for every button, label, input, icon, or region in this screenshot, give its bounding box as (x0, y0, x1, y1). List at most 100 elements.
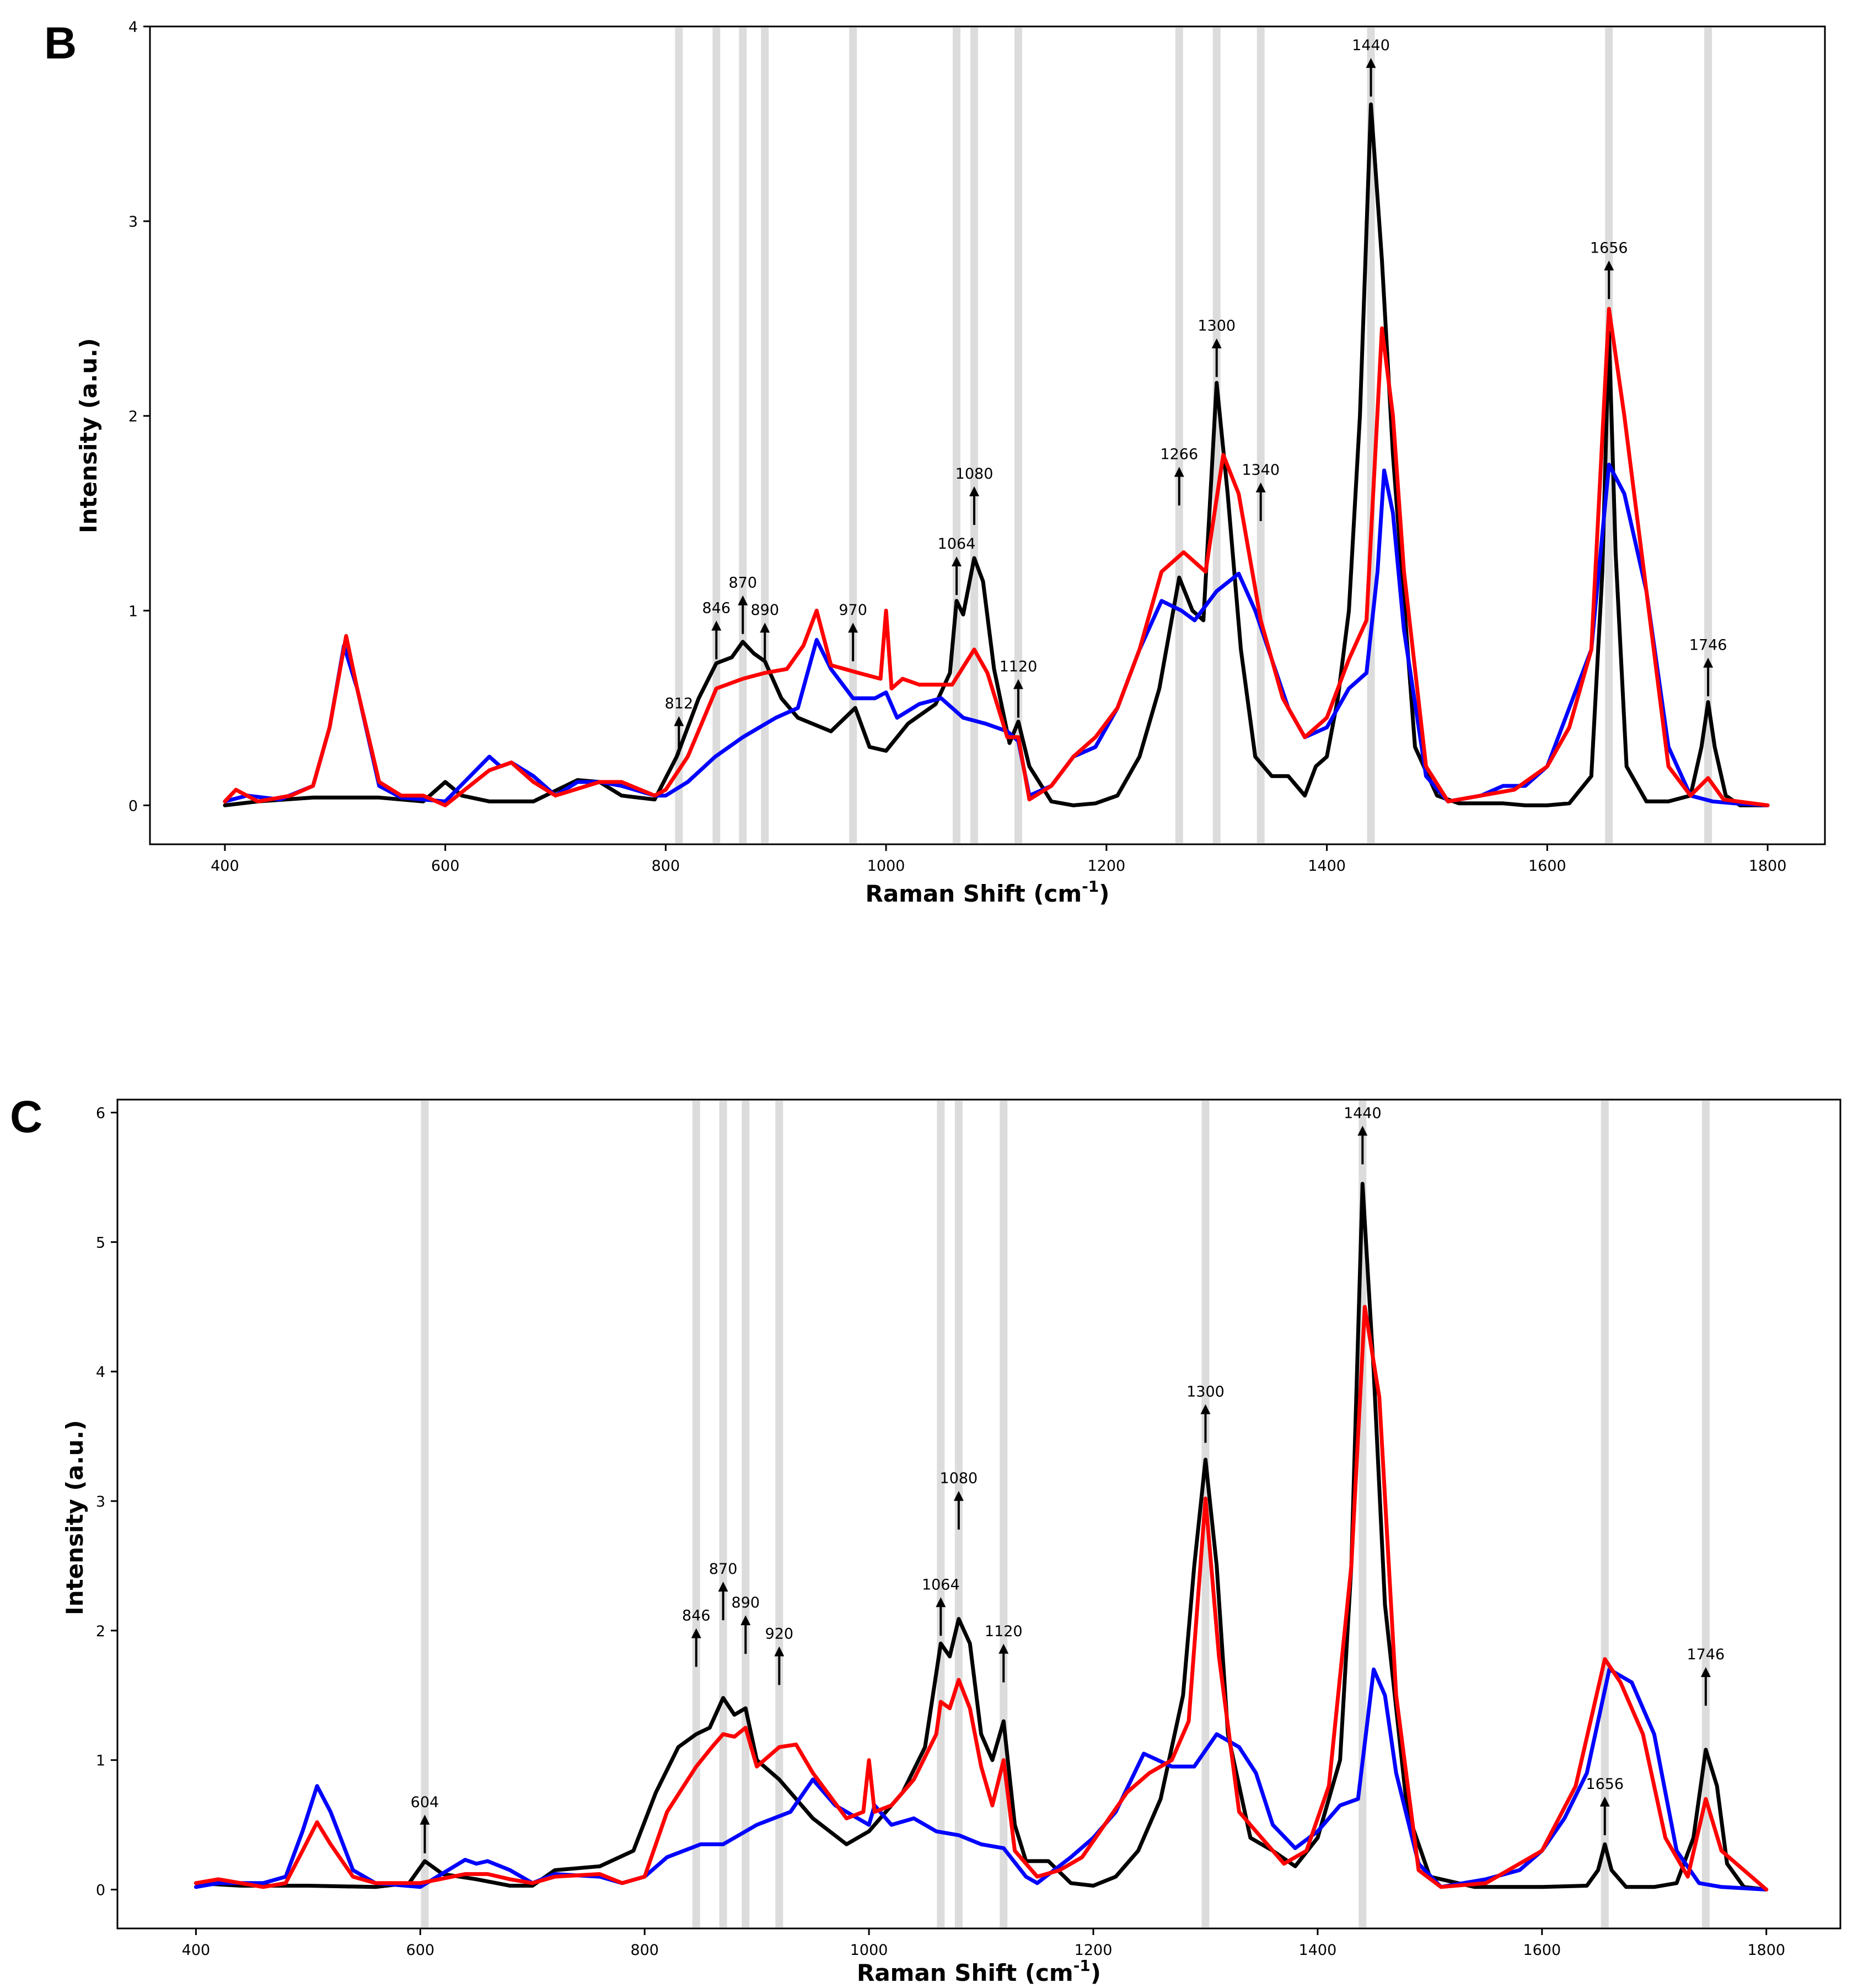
panel-c-x-tick-label: 1400 (1299, 1942, 1337, 1959)
panel-c-band (937, 1101, 945, 1927)
panel-b-x-tick-label: 1800 (1749, 858, 1787, 875)
panel-c-series-black (194, 1182, 1769, 1891)
panel-b-peak-arrowhead (1174, 467, 1184, 477)
panel-c-y-tick-label: 1 (96, 1753, 105, 1770)
panel-c-peak-arrowhead (1599, 1796, 1610, 1807)
panel-b-peak-label: 812 (665, 695, 694, 712)
panel-b-peak-label: 1340 (1242, 462, 1280, 479)
panel-c-peak-label: 1064 (922, 1576, 960, 1593)
panel-b-peak-label: 970 (839, 602, 867, 619)
panel-c-band (421, 1101, 429, 1927)
panel-b-x-tick-label: 600 (431, 858, 460, 875)
panel-c-peak-label: 1440 (1344, 1105, 1382, 1122)
panel-c-peak-arrowhead (774, 1646, 785, 1657)
panel-c-peak-label: 920 (765, 1625, 794, 1642)
panel-b-peak-arrowhead (969, 486, 980, 496)
panel-b-band (1212, 28, 1221, 843)
panel-b-peak-arrowhead (738, 595, 748, 605)
panel-b-band (675, 28, 683, 843)
panel-b-band (761, 28, 769, 843)
panel-c-peak-arrowhead (953, 1491, 964, 1501)
panel-b-band (970, 28, 979, 843)
panel-b-plot-frame (149, 25, 1826, 845)
panel-c-peak-arrowhead (936, 1597, 946, 1607)
panel-c-band (692, 1101, 700, 1927)
panel-c-peak-label: 846 (682, 1607, 711, 1625)
panel-b-peak-label: 1266 (1160, 446, 1198, 463)
panel-c-peak-label: 1656 (1586, 1776, 1624, 1793)
panel-c-band (1701, 1101, 1710, 1927)
panel-c-y-tick-label: 4 (96, 1364, 105, 1381)
panel-b-peak-arrowhead (711, 620, 722, 631)
panel-b-x-tick-label: 1000 (867, 858, 905, 875)
panel-b-y-tick-label: 4 (128, 19, 138, 36)
panel-b-y-tick-label: 0 (128, 797, 138, 815)
panel-b-band (1014, 28, 1022, 843)
panel-c-peak-arrowhead (998, 1643, 1009, 1654)
panel-b-peak-label: 1080 (955, 465, 994, 483)
panel-c-x-tick-label: 800 (630, 1942, 659, 1959)
panel-c-x-tick-label: 1000 (850, 1942, 888, 1959)
panel-c-series-red (194, 1305, 1769, 1891)
panel-b-peak-label: 890 (750, 602, 779, 619)
panel-b-peak-label: 1440 (1352, 37, 1390, 54)
panel-c-x-tick-label: 400 (182, 1942, 211, 1959)
panel-b-peak-arrowhead (1013, 679, 1023, 689)
panel-b-band (1605, 28, 1613, 843)
panel-b-band (1704, 28, 1712, 843)
panel-c-peak-label: 870 (709, 1561, 738, 1578)
panel-b-peak-label: 1656 (1590, 239, 1628, 256)
panel-b-peak-arrowhead (1211, 338, 1222, 349)
panel-c-y-tick-label: 6 (96, 1105, 105, 1122)
panel-c-band (775, 1101, 783, 1927)
panel-b-band (1175, 28, 1183, 843)
panel-b-x-tick-label: 400 (211, 858, 239, 875)
panel-b-peak-arrowhead (1366, 58, 1376, 68)
panel-c-peak-label: 604 (411, 1794, 439, 1811)
panel-b-peak-arrowhead (952, 556, 962, 567)
panel-c-peak-label: 1746 (1687, 1646, 1725, 1663)
panel-c-peak-arrowhead (1700, 1667, 1711, 1678)
panel-c-band (1000, 1101, 1008, 1927)
panel-c-peak-arrowhead (1357, 1126, 1368, 1136)
panel-b-peak-label: 1300 (1198, 318, 1236, 335)
panel-b-peak-arrowhead (1255, 482, 1266, 492)
panel-c-peak-arrowhead (718, 1582, 728, 1592)
panel-c-letter: C (10, 1092, 43, 1142)
panel-c-x-tick-label: 1600 (1523, 1942, 1561, 1959)
panel-b-x-tick-label: 800 (652, 858, 680, 875)
panel-c-peak-arrowhead (740, 1615, 751, 1626)
panel-b-x-axis-label: Raman Shift (cm-1) (866, 877, 1110, 907)
panel-b-series-red (223, 307, 1770, 807)
panel-c-band (719, 1101, 727, 1927)
panel-c-band (742, 1101, 750, 1927)
panel-c-peak-label: 1120 (985, 1623, 1023, 1640)
panel-c-peak-arrowhead (1200, 1404, 1211, 1414)
panel-b-peak-label: 846 (702, 600, 731, 617)
panel-b-peak-label: 1064 (938, 535, 976, 553)
panel-b-peak-arrowhead (1703, 657, 1714, 668)
panel-b-peak-arrowhead (1604, 260, 1614, 271)
panel-c-peak-arrowhead (691, 1628, 701, 1638)
panel-c-x-tick-label: 1200 (1075, 1942, 1113, 1959)
panel-b-x-tick-label: 1400 (1308, 858, 1346, 875)
panel-b-series-black (223, 102, 1770, 807)
panel-c-peak-label: 1080 (940, 1470, 978, 1487)
panel-c-x-axis-label: Raman Shift (cm-1) (857, 1957, 1101, 1986)
panel-c-peak-arrowhead (420, 1814, 430, 1825)
panel-c-y-tick-label: 3 (96, 1493, 105, 1510)
panel-c-y-tick-label: 5 (96, 1234, 105, 1251)
panel-c-y-tick-label: 2 (96, 1623, 105, 1640)
panel-c-y-axis-label: Intensity (a.u.) (61, 1420, 88, 1615)
panel-b-band (739, 28, 747, 843)
panel-c-series-blue (194, 1667, 1769, 1891)
panel-c-x-tick-label: 1800 (1747, 1942, 1785, 1959)
panel-b-band (712, 28, 721, 843)
panel-b-letter: B (44, 18, 77, 68)
panel-b-y-tick-label: 1 (128, 603, 138, 620)
panel-b-peak-label: 1746 (1689, 637, 1727, 654)
panel-c-y-tick-label: 0 (96, 1882, 105, 1899)
panel-b-peak-arrowhead (848, 623, 858, 633)
